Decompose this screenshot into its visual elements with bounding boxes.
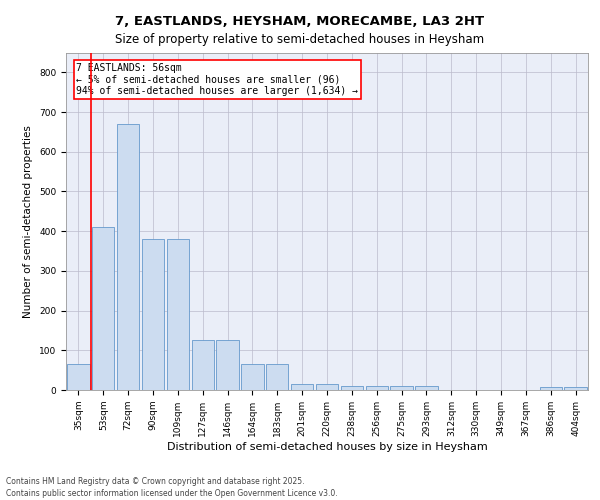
Bar bbox=[167, 239, 189, 390]
Bar bbox=[316, 384, 338, 390]
Bar bbox=[217, 340, 239, 390]
Bar bbox=[539, 387, 562, 390]
X-axis label: Distribution of semi-detached houses by size in Heysham: Distribution of semi-detached houses by … bbox=[167, 442, 487, 452]
Y-axis label: Number of semi-detached properties: Number of semi-detached properties bbox=[23, 125, 34, 318]
Bar bbox=[291, 384, 313, 390]
Bar bbox=[117, 124, 139, 390]
Bar bbox=[565, 387, 587, 390]
Bar bbox=[415, 386, 437, 390]
Bar bbox=[241, 364, 263, 390]
Text: Contains HM Land Registry data © Crown copyright and database right 2025.
Contai: Contains HM Land Registry data © Crown c… bbox=[6, 476, 338, 498]
Bar bbox=[266, 364, 289, 390]
Text: 7 EASTLANDS: 56sqm
← 5% of semi-detached houses are smaller (96)
94% of semi-det: 7 EASTLANDS: 56sqm ← 5% of semi-detached… bbox=[76, 62, 358, 96]
Bar bbox=[191, 340, 214, 390]
Text: 7, EASTLANDS, HEYSHAM, MORECAMBE, LA3 2HT: 7, EASTLANDS, HEYSHAM, MORECAMBE, LA3 2H… bbox=[115, 15, 485, 28]
Bar bbox=[341, 386, 363, 390]
Text: Size of property relative to semi-detached houses in Heysham: Size of property relative to semi-detach… bbox=[115, 32, 485, 46]
Bar bbox=[365, 386, 388, 390]
Bar bbox=[92, 227, 115, 390]
Bar bbox=[142, 239, 164, 390]
Bar bbox=[67, 364, 89, 390]
Bar bbox=[391, 386, 413, 390]
